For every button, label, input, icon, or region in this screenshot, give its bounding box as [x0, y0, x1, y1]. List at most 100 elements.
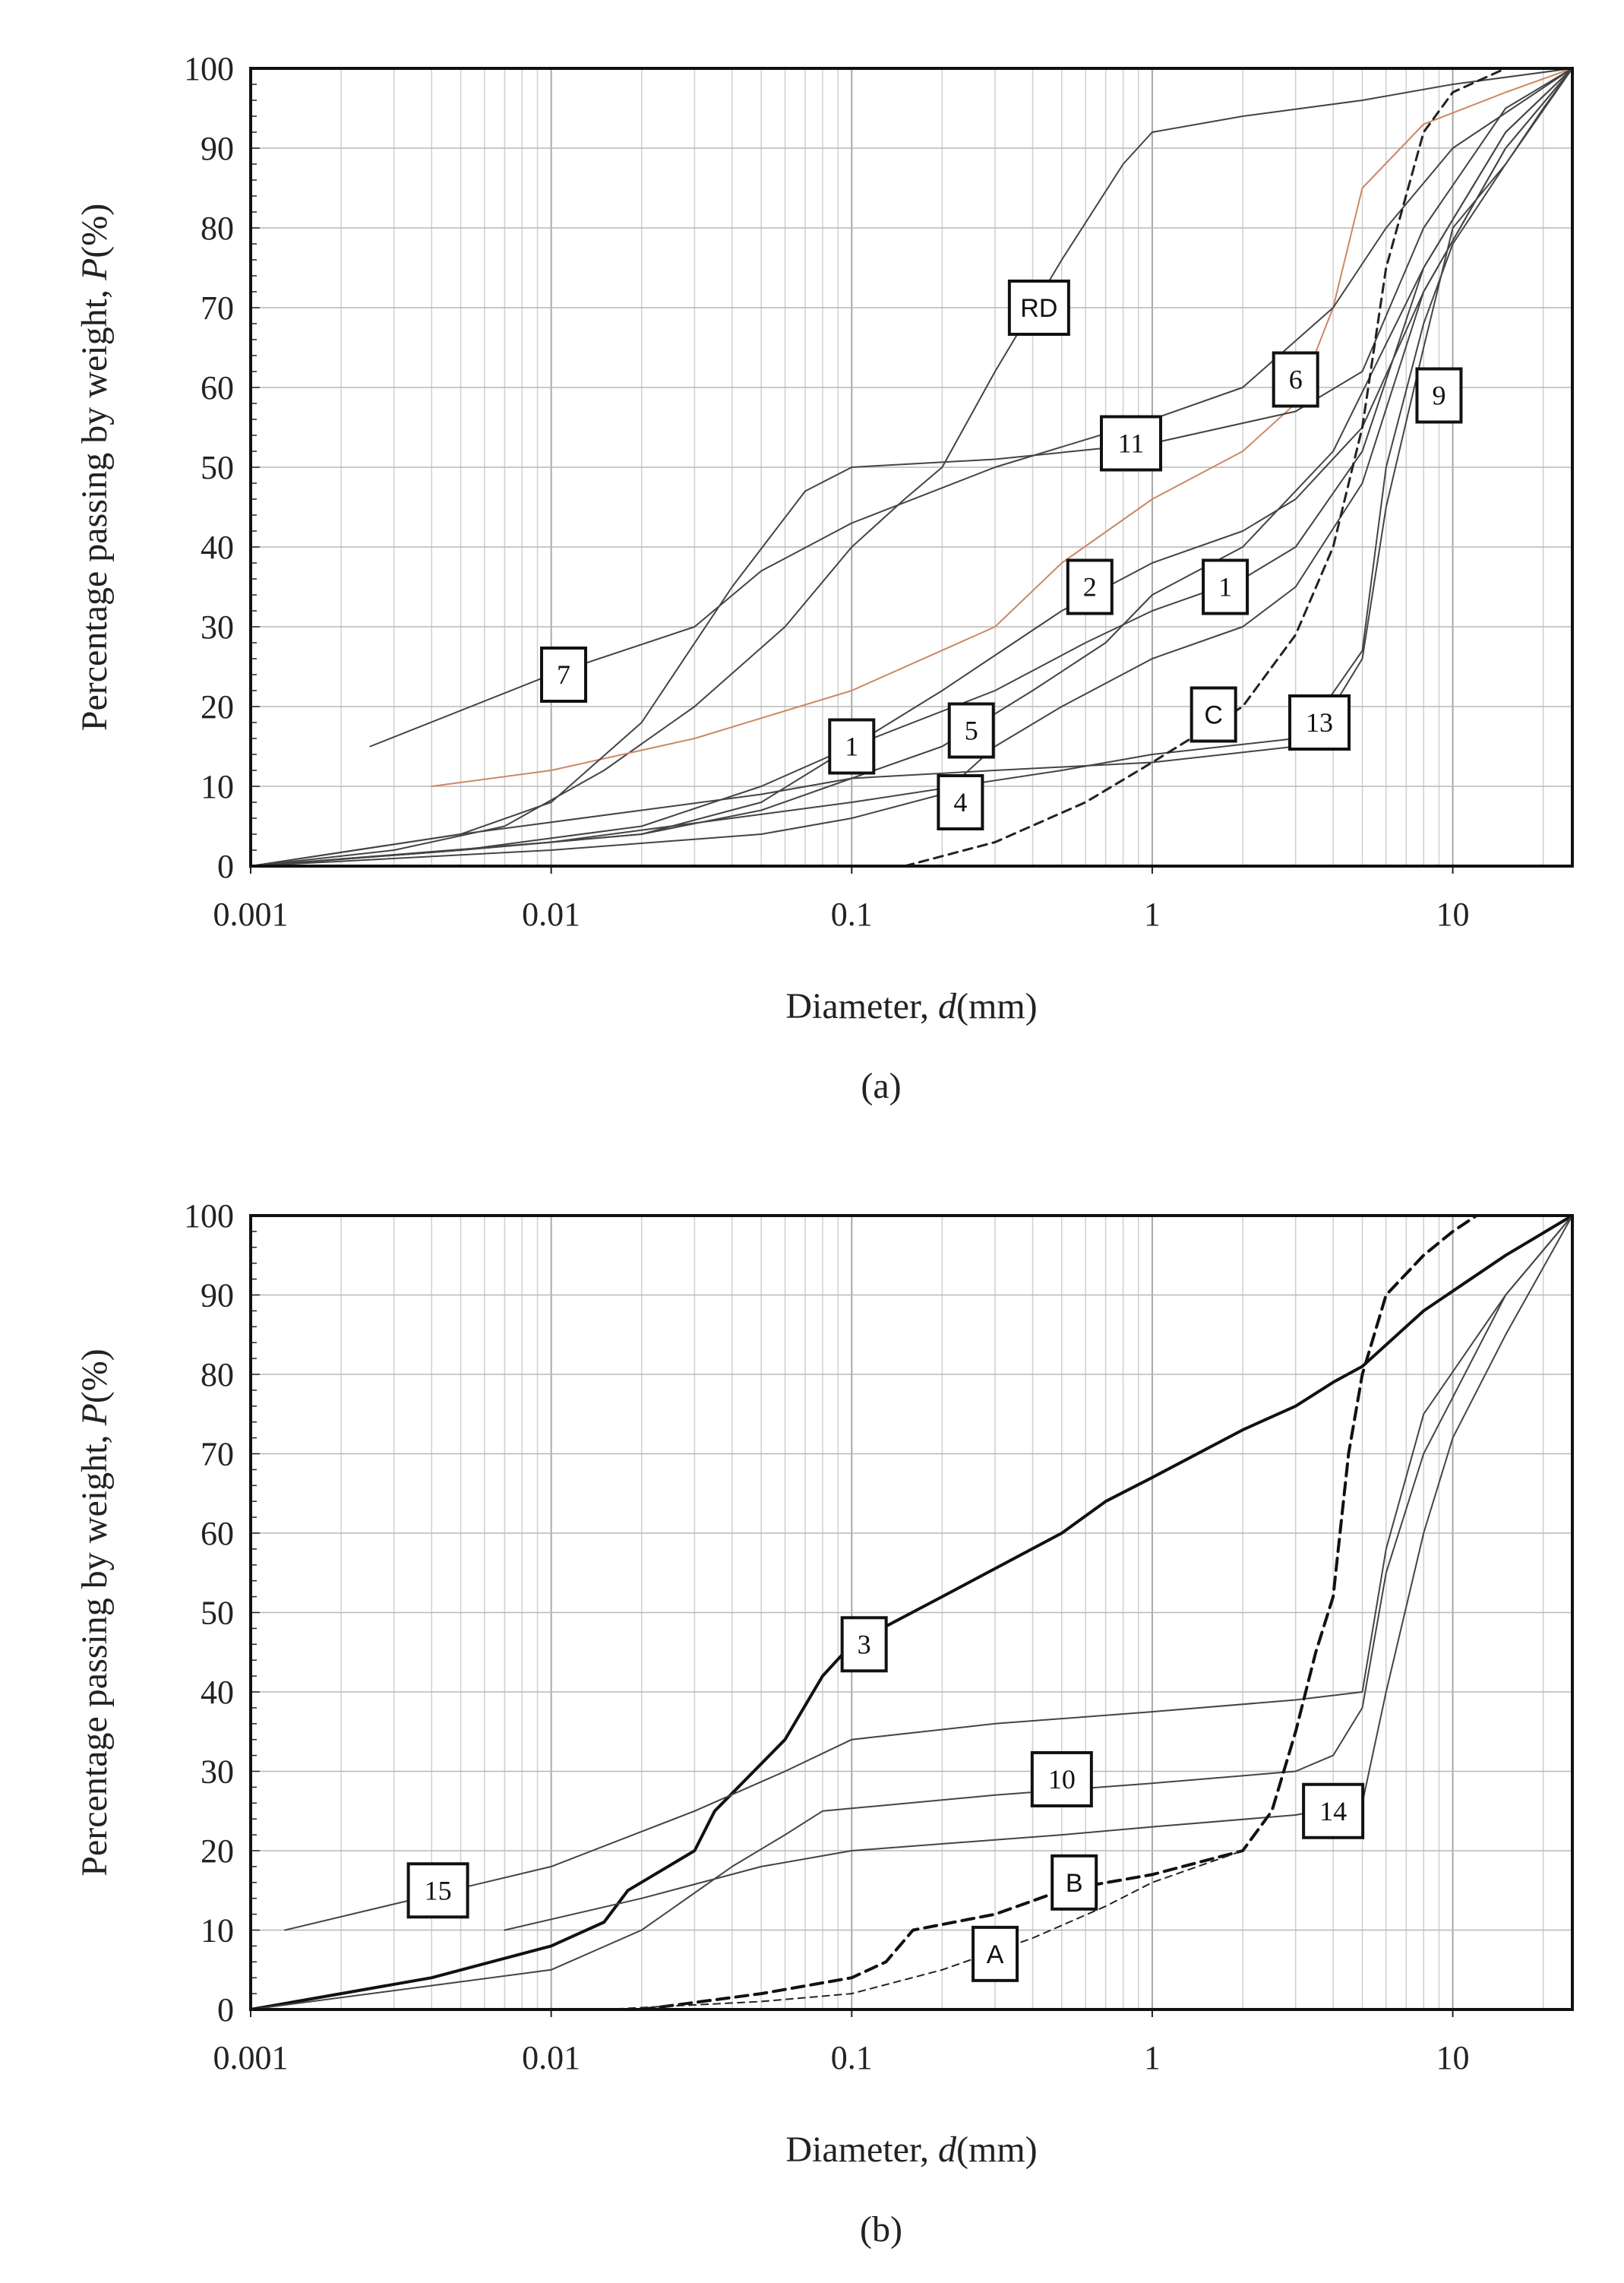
chart-a-y-tick-label: 10 — [201, 768, 234, 805]
chart-a-series-6 — [431, 68, 1573, 787]
chart-b-series-B — [640, 1214, 1478, 2011]
chart-b-y-tick-label: 60 — [201, 1515, 234, 1552]
chart-a-x-tick-label: 0.1 — [831, 896, 873, 933]
chart-b-curve-label: A — [972, 1925, 1019, 1982]
chart-b-curve-label-box — [406, 1862, 469, 1919]
chart-a-curve-label: 4 — [937, 774, 984, 830]
chart-a-curve-label-text: 9 — [1432, 381, 1445, 411]
chart-b-curve-label-text: 3 — [858, 1629, 871, 1659]
chart-a-series-11 — [250, 68, 1573, 867]
chart-a-curve-label-text: 11 — [1118, 428, 1145, 459]
chart-a-svg: 0 10 20 30 40 50 60 70 80 90 100 0.001 0.01 0.1 1 10 Dia… — [74, 50, 1574, 1106]
chart-b-frame — [249, 1214, 1574, 2011]
chart-a-curve-label-text: 7 — [557, 659, 570, 690]
chart-a-curve-label-box — [1190, 686, 1237, 743]
chart-b-series-10 — [250, 1215, 1573, 2010]
chart-a-y-tick-label: 50 — [201, 449, 234, 486]
chart-b-y-tick-label: 80 — [201, 1356, 234, 1393]
chart-b-x-axis-title: Diameter, d(mm) — [785, 2130, 1037, 2170]
chart-a-y-tick-label: 90 — [201, 130, 234, 167]
chart-b-y-tick-label: 90 — [201, 1277, 234, 1314]
chart-a-series-13 — [250, 68, 1573, 867]
chart-a-curve-label-text: 13 — [1306, 707, 1333, 738]
chart-a-curve-label: C — [1190, 686, 1237, 743]
chart-b-y-tick-label: 20 — [201, 1832, 234, 1870]
chart-a-x-tick-label: 0.001 — [213, 896, 289, 933]
chart-a-y-tick-label: 60 — [201, 369, 234, 406]
chart-a-curve-label-box — [947, 702, 995, 759]
chart-b-y-tick-label: 10 — [201, 1912, 234, 1949]
chart-a-curve-label: 7 — [540, 647, 588, 703]
chart-b-caption: (b) — [860, 2209, 902, 2250]
chart-b-x-tick-label: 0.01 — [522, 2039, 580, 2076]
chart-a-series-5 — [250, 68, 1573, 867]
chart-a-curve-label-box — [1007, 280, 1070, 336]
chart-a-y-tick-label: 80 — [201, 210, 234, 247]
chart-a-y-tick-label: 0 — [217, 848, 234, 885]
chart-a-curve-label: 9 — [1415, 367, 1463, 424]
chart-b-curve-label: 10 — [1030, 1750, 1093, 1807]
chart-b-curve-label: 3 — [840, 1616, 888, 1673]
chart-a-series-1 — [250, 68, 1573, 867]
chart-b-curve-label-box — [1030, 1750, 1093, 1807]
chart-a-curve-label: 11 — [1099, 415, 1162, 472]
chart-a-caption: (a) — [861, 1066, 901, 1106]
chart-b-y-tick-label: 0 — [217, 1991, 234, 2028]
chart-a-curve-label: 5 — [947, 702, 995, 759]
chart-a-curve-label-box — [828, 718, 876, 775]
chart-a-curve-label-text: C — [1204, 701, 1223, 730]
chart-panel-b: 0 10 20 30 40 50 60 70 80 90 100 0.001 0.01 0.1 1 10 Dia… — [0, 1140, 1624, 2283]
chart-a-curve-label: 1 — [828, 718, 876, 775]
chart-b-curve-label-box — [840, 1616, 888, 1673]
chart-a-series-group — [250, 67, 1573, 868]
chart-a-series-4 — [250, 68, 1573, 867]
chart-a-frame — [249, 67, 1574, 868]
chart-panel-a: 0 10 20 30 40 50 60 70 80 90 100 0.001 0.01 0.1 1 10 Dia… — [0, 0, 1624, 1140]
chart-a-series-RD — [250, 68, 1573, 867]
chart-b-y-tick-label: 40 — [201, 1674, 234, 1711]
chart-a-x-tick-label: 10 — [1436, 896, 1470, 933]
chart-a-curve-label-text: 1 — [845, 732, 858, 762]
chart-a-curve-label: 13 — [1288, 694, 1351, 751]
chart-a-x-tick-label: 1 — [1144, 896, 1161, 933]
chart-b-curve-label-text: A — [987, 1940, 1004, 1969]
chart-b-y-tick-label: 30 — [201, 1753, 234, 1791]
chart-a-y-tick-label: 20 — [201, 688, 234, 726]
chart-b-curve-label-text: 15 — [425, 1875, 452, 1905]
chart-a-series-9 — [250, 68, 1573, 867]
chart-b-series-14 — [504, 1215, 1573, 1931]
chart-a-curve-label-text: 4 — [953, 787, 967, 817]
chart-a-curve-label: 6 — [1272, 351, 1319, 408]
chart-a-curve-label-box — [1272, 351, 1319, 408]
chart-a-curve-label-text: 2 — [1083, 572, 1097, 602]
chart-a-curve-label-text: 1 — [1218, 572, 1232, 602]
chart-a-curve-label-box — [1066, 558, 1114, 615]
chart-a-curve-label-text: 5 — [965, 716, 978, 746]
chart-a-x-tick-label: 0.01 — [522, 896, 580, 933]
chart-a-y-tick-label: 40 — [201, 529, 234, 566]
chart-b-curve-label: 15 — [406, 1862, 469, 1919]
chart-b-y-tick-label: 50 — [201, 1595, 234, 1632]
chart-a-y-tick-label: 70 — [201, 289, 234, 327]
chart-a-curve-label-box — [1415, 367, 1463, 424]
chart-b-curve-label-text: 14 — [1319, 1796, 1347, 1826]
chart-a-curve-label-box — [937, 774, 984, 830]
chart-a-curve-label-box — [540, 647, 588, 703]
chart-b-curve-label: B — [1051, 1854, 1098, 1911]
chart-a-curve-label-box — [1202, 558, 1250, 615]
chart-b-curve-label-box — [1302, 1782, 1365, 1839]
chart-a-curve-label: 2 — [1066, 558, 1114, 615]
chart-a-curve-label: 1 — [1202, 558, 1250, 615]
chart-a-series-7 — [369, 68, 1573, 748]
chart-b-x-tick-label: 0.001 — [213, 2039, 289, 2076]
chart-b-series-15 — [284, 1215, 1573, 1931]
chart-a-curve-label-text: 6 — [1289, 365, 1303, 395]
chart-b-y-tick-label: 100 — [184, 1197, 234, 1235]
chart-a-y-tick-label: 30 — [201, 609, 234, 646]
chart-b-svg: 0 10 20 30 40 50 60 70 80 90 100 0.001 0.01 0.1 1 10 Dia… — [74, 1197, 1574, 2250]
chart-b-x-tick-label: 10 — [1436, 2039, 1470, 2076]
chart-a-series-C — [903, 67, 1507, 868]
chart-a-y-axis-title: Percentage passing by weight, P(%) — [74, 204, 115, 731]
chart-b-series-3 — [249, 1214, 1574, 2011]
chart-b-x-tick-label: 0.1 — [831, 2039, 873, 2076]
